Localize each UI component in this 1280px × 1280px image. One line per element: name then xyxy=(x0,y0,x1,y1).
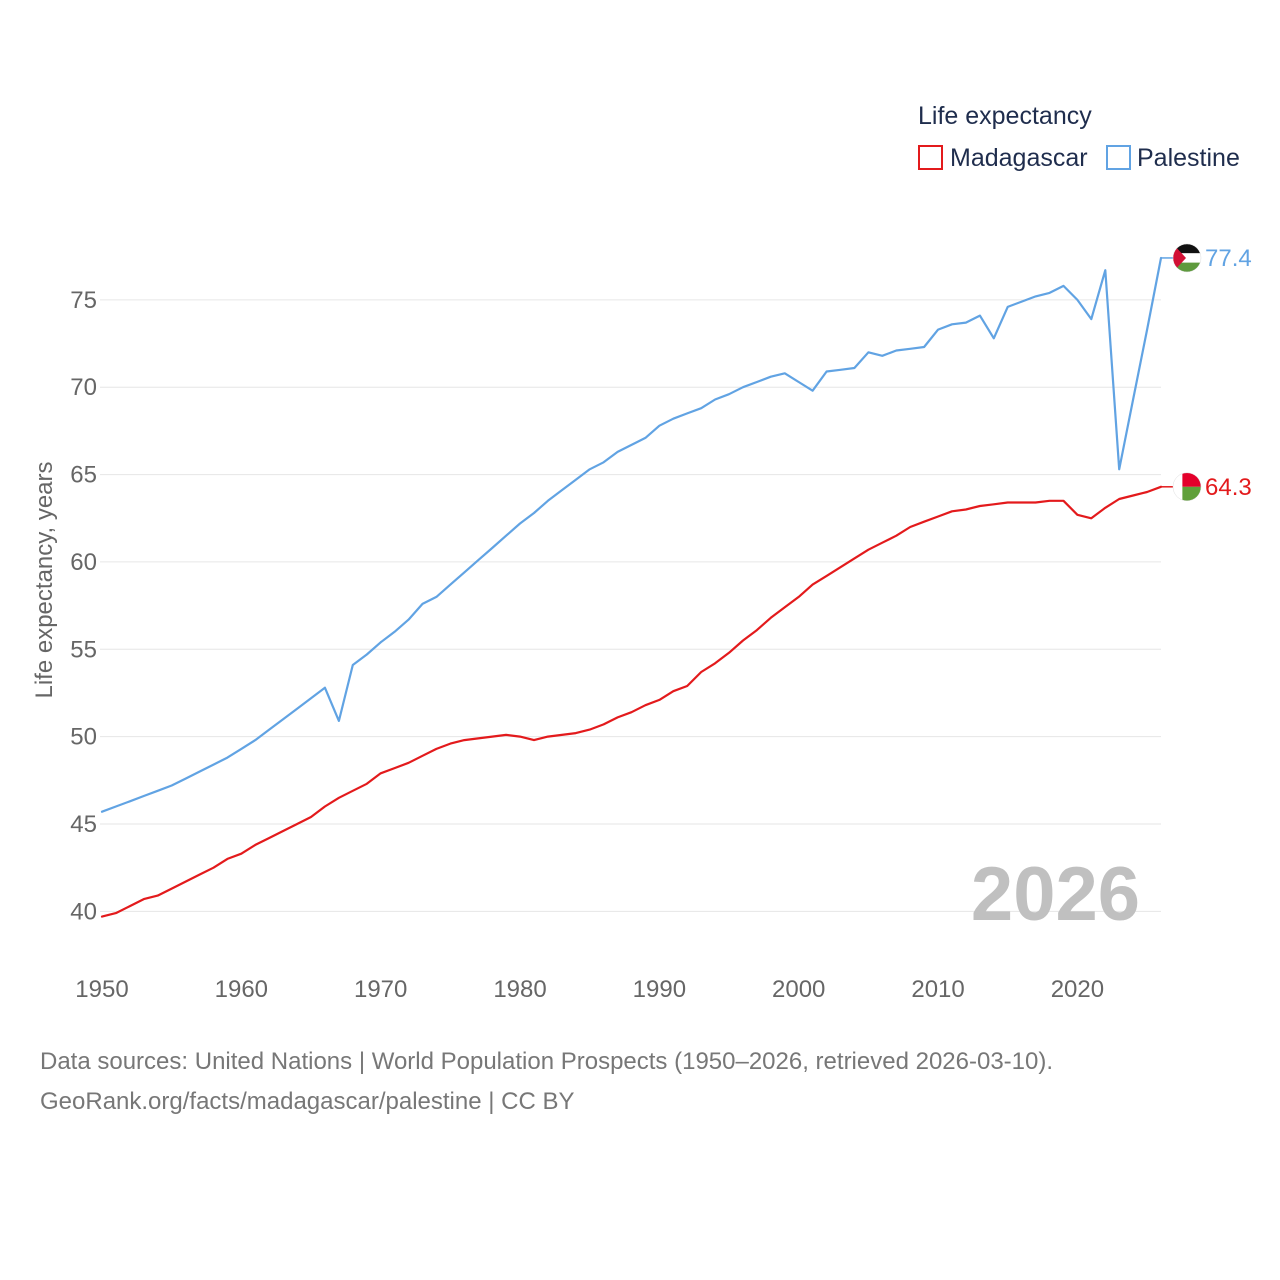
x-tick-label-2010: 2010 xyxy=(911,976,964,1003)
legend-label-madagascar: Madagascar xyxy=(950,144,1088,172)
y-tick-label-45: 45 xyxy=(70,811,97,838)
legend: Life expectancy Madagascar Palestine xyxy=(918,102,1240,172)
y-axis-ticks: 40 45 50 55 60 65 70 75 xyxy=(70,287,97,925)
x-tick-label-1960: 1960 xyxy=(215,976,268,1003)
flag-outline xyxy=(1172,243,1202,273)
y-tick-label-50: 50 xyxy=(70,724,97,751)
legend-label-palestine: Palestine xyxy=(1137,144,1240,172)
line-chart: 40 45 50 55 60 65 70 75 1950 1960 1970 1980 1990 200… xyxy=(31,102,1252,1003)
source-link[interactable]: GeoRank.org/facts/madagascar/palestine |… xyxy=(40,1088,575,1115)
x-tick-label-1990: 1990 xyxy=(633,976,686,1003)
x-tick-label-1970: 1970 xyxy=(354,976,407,1003)
x-tick-label-1950: 1950 xyxy=(75,976,128,1003)
series-line-palestine[interactable] xyxy=(100,256,1163,813)
series-line-madagascar[interactable] xyxy=(100,485,1163,918)
legend-item-palestine[interactable]: Palestine xyxy=(1106,144,1240,172)
legend-swatch-madagascar xyxy=(918,145,943,170)
y-tick-label-60: 60 xyxy=(70,549,97,576)
y-tick-label-55: 55 xyxy=(70,636,97,663)
legend-title: Life expectancy xyxy=(918,102,1092,130)
data-sources-text: Data sources: United Nations | World Pop… xyxy=(40,1048,1054,1075)
y-tick-label-70: 70 xyxy=(70,374,97,401)
y-tick-label-65: 65 xyxy=(70,462,97,489)
y-tick-label-75: 75 xyxy=(70,287,97,314)
x-tick-label-2020: 2020 xyxy=(1051,976,1104,1003)
footer: Data sources: United Nations | World Pop… xyxy=(40,1042,1053,1122)
legend-item-madagascar[interactable]: Madagascar xyxy=(918,144,1088,172)
end-value-label-madagascar: 64.3 xyxy=(1205,474,1252,501)
y-axis-title: Life expectancy, years xyxy=(31,461,58,698)
gridlines xyxy=(100,299,1161,912)
end-value-label-palestine: 77.4 xyxy=(1205,245,1252,272)
flag-outline xyxy=(1172,472,1202,502)
x-axis-ticks: 1950 1960 1970 1980 1990 2000 2010 2020 xyxy=(75,976,1104,1003)
legend-swatch-palestine xyxy=(1106,145,1131,170)
end-markers: 64.3 77.4 xyxy=(1161,243,1252,502)
y-tick-label-40: 40 xyxy=(70,898,97,925)
x-tick-label-2000: 2000 xyxy=(772,976,825,1003)
x-tick-label-1980: 1980 xyxy=(493,976,546,1003)
series-layer xyxy=(100,256,1163,918)
palestine-flag-icon xyxy=(1173,243,1201,272)
year-watermark: 2026 xyxy=(971,852,1140,937)
